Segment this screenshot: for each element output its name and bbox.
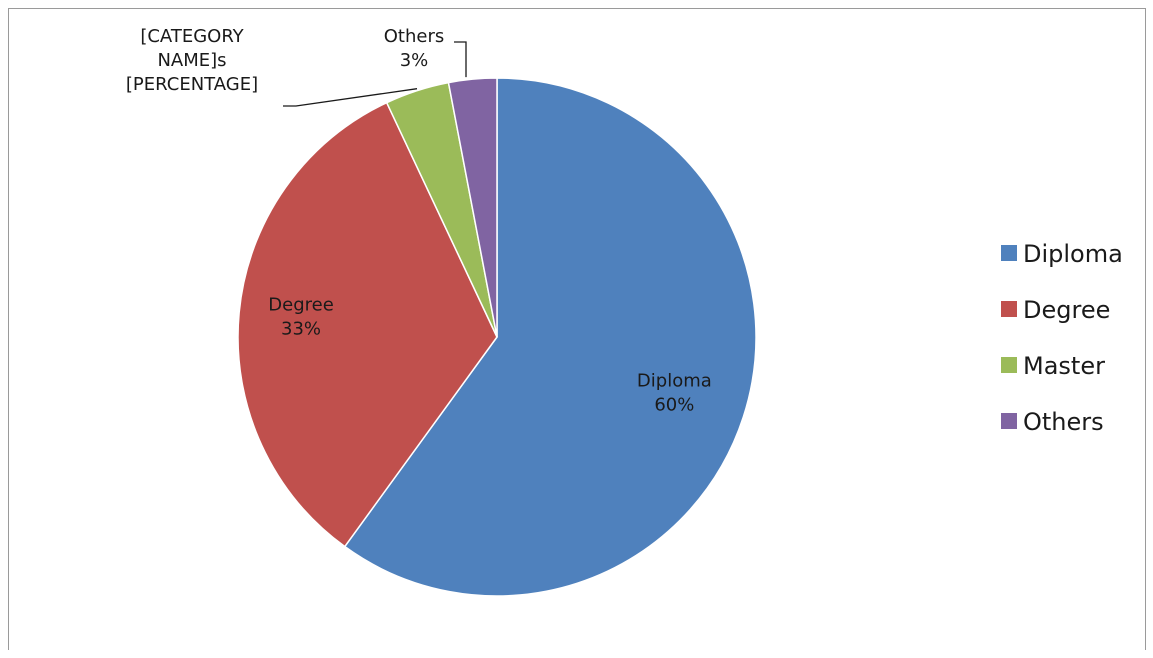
legend-swatch-degree [1001, 301, 1017, 317]
legend: Diploma Degree Master Others [1001, 240, 1123, 436]
pie-slice-others [447, 77, 498, 338]
data-labels: Diploma 60% Degree 33% [CATEGORY NAME]s [PERCE… [126, 26, 712, 416]
legend-swatch-others [1001, 413, 1017, 429]
leader-lines [283, 41, 467, 107]
data-label-others: Others 3% [384, 26, 445, 71]
legend-label-degree: Degree [1023, 296, 1110, 324]
legend-label-master: Master [1023, 352, 1105, 380]
leader-line-others [454, 41, 467, 78]
data-label-master: [CATEGORY NAME]s [PERCENTAGE] [126, 26, 258, 95]
data-label-degree: Degree 33% [268, 294, 334, 339]
legend-label-diploma: Diploma [1023, 240, 1123, 268]
legend-swatch-diploma [1001, 245, 1017, 261]
pie-slices [237, 77, 757, 597]
data-label-diploma: Diploma 60% [637, 371, 712, 416]
pie-slice-degree [237, 101, 498, 548]
pie-slice-diploma [343, 77, 757, 597]
leader-line-master [283, 88, 418, 107]
legend-swatch-master [1001, 357, 1017, 373]
legend-label-others: Others [1023, 408, 1104, 436]
chart-frame [8, 8, 1146, 650]
